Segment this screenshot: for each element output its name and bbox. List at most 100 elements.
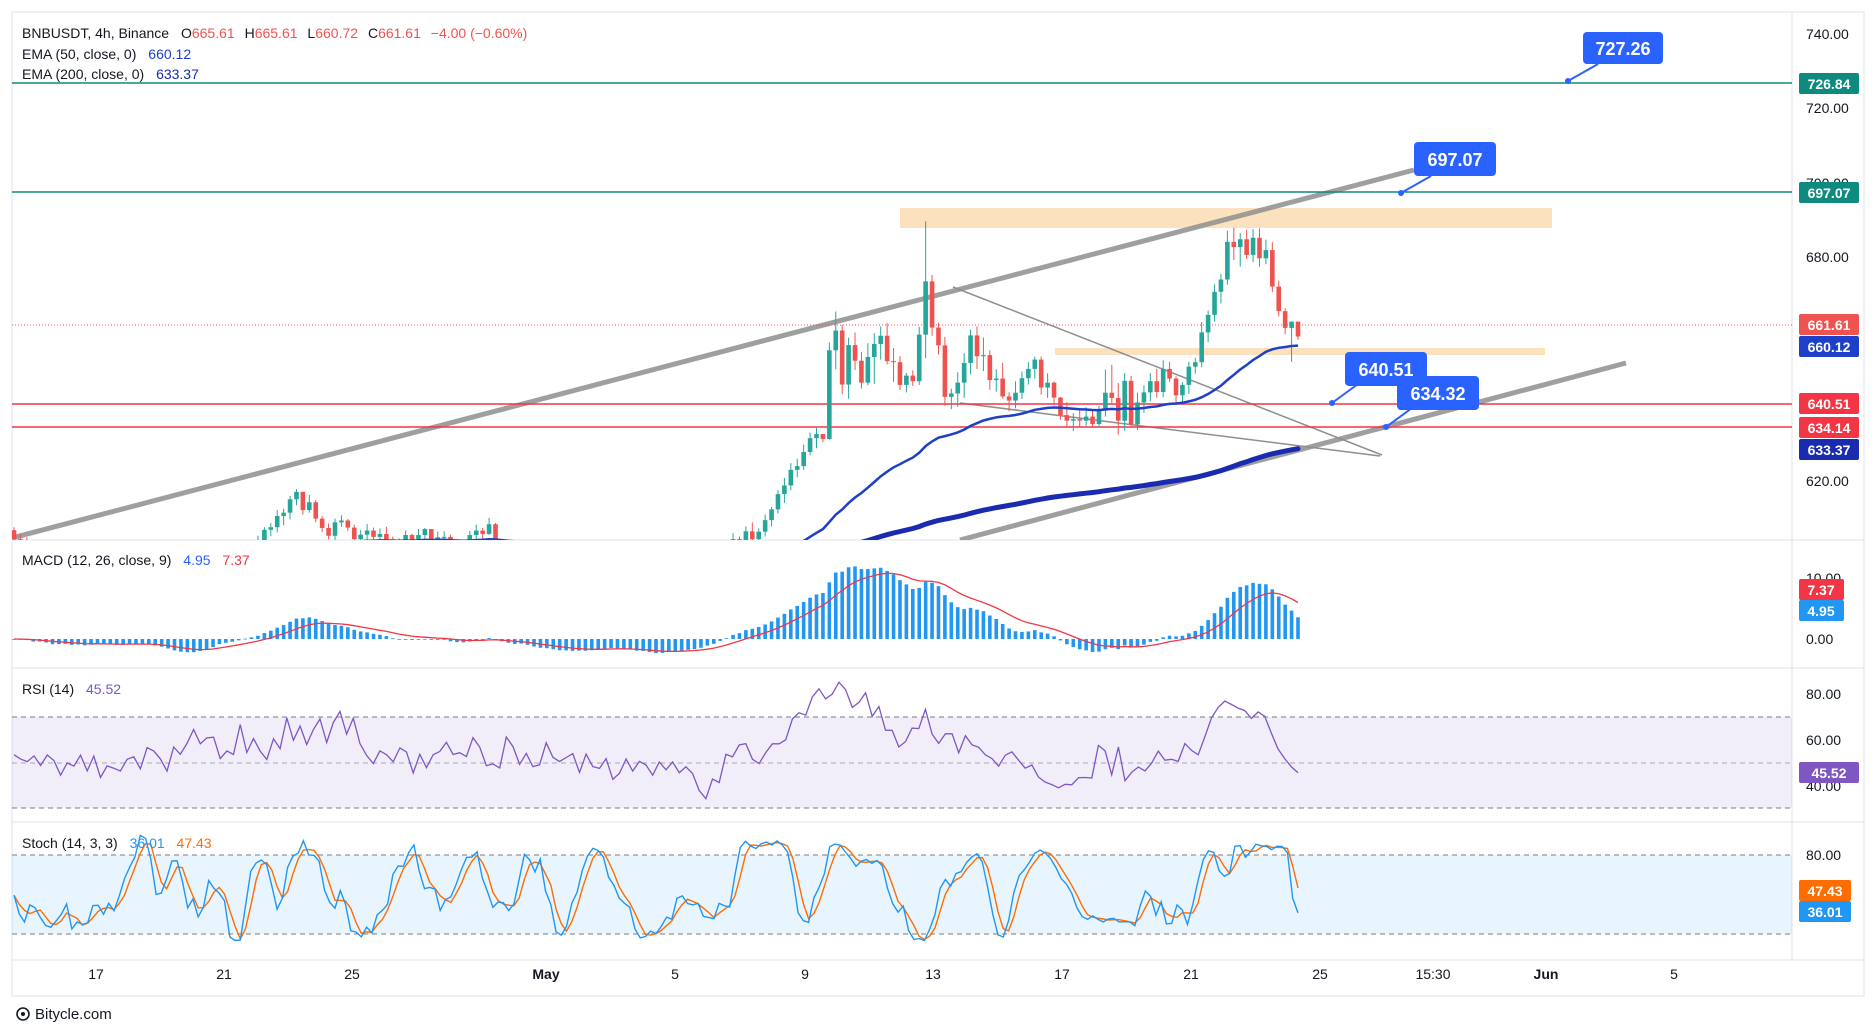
candle-body	[409, 535, 415, 540]
macd-bar	[1238, 586, 1243, 639]
candle-body	[512, 555, 517, 556]
rsi-pane[interactable]	[12, 681, 1792, 809]
macd-bar	[320, 621, 324, 639]
candle-body	[480, 530, 485, 534]
candle-body	[63, 548, 68, 549]
candle-body	[769, 509, 774, 521]
upper-channel-line[interactable]	[12, 167, 1415, 540]
candle-body	[705, 567, 710, 575]
candle-body	[846, 345, 851, 385]
macd-bar	[1103, 639, 1108, 650]
candle-body	[1077, 419, 1083, 421]
candle-body	[1090, 416, 1095, 425]
macd-bar	[1129, 639, 1133, 648]
callout-634[interactable]: 634.32	[1383, 376, 1479, 430]
time-axis[interactable]: 17 21 25 May 5 9 13 17 21 25 15:30 Jun 5	[88, 966, 1678, 982]
candle-body	[268, 527, 274, 530]
rsi-legend: RSI (14) 45.52	[22, 681, 121, 697]
candle-body	[1212, 291, 1217, 315]
macd-bar	[724, 638, 729, 639]
legend-close: 661.61	[378, 25, 421, 41]
macd-bar	[480, 639, 485, 640]
candle-body	[18, 539, 23, 540]
candle-body	[12, 530, 17, 540]
candle-body	[1225, 241, 1230, 280]
macd-bar	[660, 639, 665, 653]
macd-bar	[878, 567, 883, 639]
candle-body	[217, 549, 222, 559]
macd-bar	[814, 594, 819, 639]
candle-body	[916, 334, 922, 382]
candle-body	[647, 582, 652, 591]
macd-bar	[281, 625, 286, 639]
legend-symbol: BNBUSDT, 4h, Binance	[22, 25, 169, 41]
price-label-last-bg	[1799, 314, 1859, 335]
candle-body	[364, 530, 370, 535]
macd-bar	[808, 597, 812, 639]
candles-group[interactable]	[12, 221, 1301, 599]
macd-bar	[840, 571, 844, 639]
stoch-k-label-bg	[1799, 901, 1851, 922]
callout-634-pointer	[1385, 407, 1413, 428]
macd-pane[interactable]	[12, 566, 1300, 654]
candle-body	[583, 567, 588, 570]
candle-body	[1186, 366, 1192, 385]
callout-640-pointer	[1331, 383, 1359, 404]
macd-bar	[634, 639, 639, 651]
macd-bar	[448, 639, 453, 642]
candle-body	[159, 570, 164, 573]
price-label-697: 697.07	[1808, 185, 1851, 201]
callout-697[interactable]: 697.07	[1398, 142, 1496, 196]
macd-bar	[384, 636, 389, 639]
candle-body	[1263, 250, 1269, 259]
demand-zone[interactable]	[1055, 348, 1545, 355]
legend-ema50-label: EMA (50, close, 0)	[22, 46, 136, 62]
candle-body	[1257, 237, 1262, 259]
candle-body	[1026, 368, 1031, 379]
candle-body	[590, 567, 595, 571]
macd-bar	[89, 639, 93, 645]
candle-body	[486, 524, 492, 534]
candle-body	[827, 350, 832, 439]
macd-bar	[1289, 610, 1294, 639]
macd-bar	[1065, 639, 1069, 645]
watermark: Bitycle.com	[16, 1006, 112, 1023]
candle-body	[313, 502, 319, 519]
macd-bar	[711, 639, 716, 644]
macd-bar	[1090, 639, 1095, 653]
candle-body	[1167, 368, 1172, 379]
stoch-pane[interactable]	[12, 834, 1792, 942]
macd-bar	[891, 574, 896, 639]
macd-bar	[943, 595, 947, 639]
macd-bar	[179, 639, 183, 652]
ema200-line[interactable]	[14, 446, 1301, 581]
candle-body	[782, 485, 787, 495]
main-pane[interactable]	[12, 82, 1792, 599]
candle-body	[262, 529, 267, 540]
candle-body	[461, 545, 466, 548]
macd-bar	[898, 580, 902, 639]
legend-low: 660.72	[315, 25, 358, 41]
callout-727[interactable]: 727.26	[1565, 32, 1663, 84]
macd-bar	[885, 570, 889, 639]
ema50-line[interactable]	[14, 344, 1299, 566]
time-tick-may25: 25	[1312, 966, 1328, 982]
candle-body	[1237, 239, 1243, 248]
candle-body	[1128, 380, 1134, 425]
candle-body	[358, 534, 363, 540]
candle-body	[390, 539, 396, 540]
candle-body	[1000, 378, 1005, 397]
candle-body	[274, 516, 280, 528]
legend-change: −4.00 (−0.60%)	[431, 25, 528, 41]
macd-bar	[789, 609, 793, 639]
candle-body	[249, 548, 254, 549]
candle-body	[1051, 382, 1057, 398]
rsi-tick-60: 60.00	[1806, 732, 1841, 748]
legend-close-label: C	[368, 25, 378, 41]
candle-body	[1103, 392, 1108, 411]
rsi-legend-title: RSI (14)	[22, 681, 74, 697]
candle-body	[532, 559, 537, 566]
callout-697-pointer	[1400, 175, 1432, 194]
candle-body	[961, 362, 967, 383]
